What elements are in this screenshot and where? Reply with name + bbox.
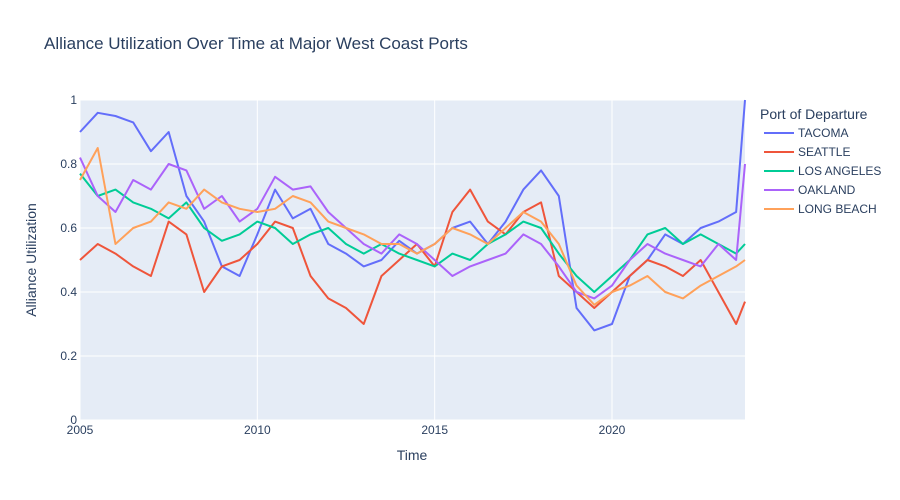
legend-item-tacoma[interactable]: TACOMA — [764, 126, 848, 140]
x-axis-title: Time — [397, 447, 428, 463]
legend-label: LOS ANGELES — [798, 164, 881, 178]
legend-label: TACOMA — [798, 126, 848, 140]
y-tick-label: 0.6 — [60, 221, 77, 235]
legend-item-los-angeles[interactable]: LOS ANGELES — [764, 164, 881, 178]
legend-label: SEATTLE — [798, 145, 850, 159]
x-tick-label: 2010 — [244, 423, 271, 437]
legend-item-seattle[interactable]: SEATTLE — [764, 145, 850, 159]
series-group — [79, 99, 746, 332]
y-axis-title: Alliance Utilization — [23, 203, 39, 317]
tick-labels: 0 0.2 0.4 0.6 0.8 1 2005 2010 2015 2020 — [60, 93, 625, 437]
series-line-long-beach — [79, 147, 746, 306]
legend[interactable]: Port of Departure TACOMA SEATTLE LOS ANGEL… — [760, 106, 881, 216]
legend-title: Port of Departure — [760, 106, 868, 122]
legend-label: OAKLAND — [798, 183, 856, 197]
legend-item-long-beach[interactable]: LONG BEACH — [764, 202, 877, 216]
series-line-los-angeles — [79, 172, 746, 293]
y-tick-label: 0.4 — [60, 285, 77, 299]
y-tick-label: 0.8 — [60, 157, 77, 171]
x-tick-label: 2015 — [421, 423, 448, 437]
legend-item-oakland[interactable]: OAKLAND — [764, 183, 856, 197]
y-tick-label: 1 — [70, 93, 77, 107]
y-tick-label: 0.2 — [60, 349, 77, 363]
y-tick-label: 0 — [70, 413, 77, 427]
x-tick-label: 2005 — [67, 423, 94, 437]
legend-label: LONG BEACH — [798, 202, 877, 216]
x-tick-label: 2020 — [599, 423, 626, 437]
series-line-oakland — [79, 157, 746, 300]
chart-title: Alliance Utilization Over Time at Major … — [44, 34, 468, 53]
plot-background — [80, 100, 745, 420]
